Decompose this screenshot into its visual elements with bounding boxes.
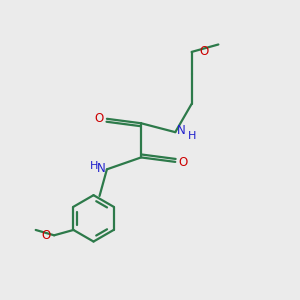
Text: N: N	[97, 162, 105, 175]
Text: O: O	[179, 156, 188, 169]
Text: H: H	[188, 131, 196, 141]
Text: H: H	[90, 161, 99, 171]
Text: O: O	[200, 45, 209, 58]
Text: O: O	[41, 229, 51, 242]
Text: O: O	[95, 112, 104, 125]
Text: N: N	[177, 124, 185, 136]
